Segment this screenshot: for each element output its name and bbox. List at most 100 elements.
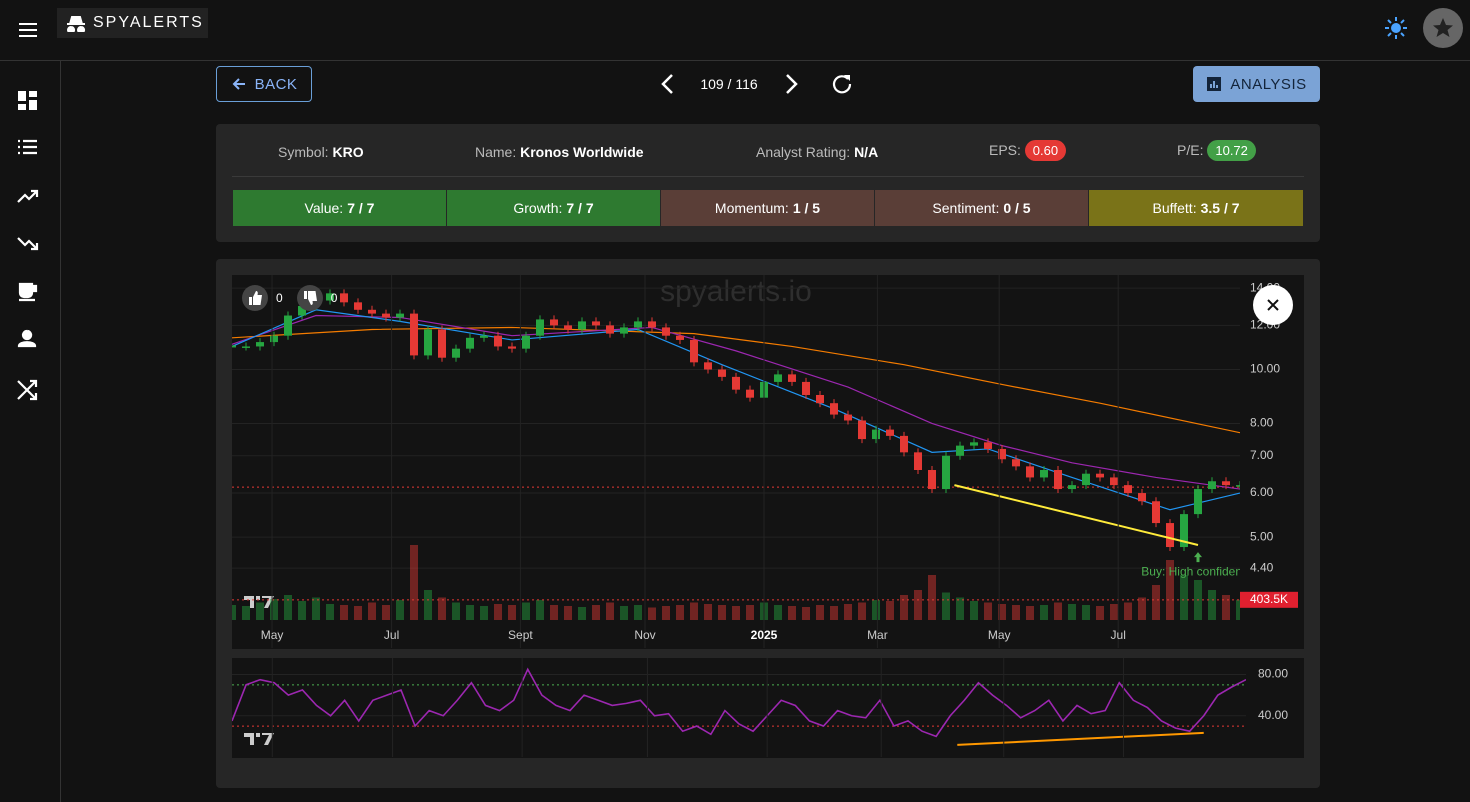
score-label: Buffett: <box>1152 200 1197 216</box>
theme-toggle[interactable] <box>1384 16 1408 40</box>
volume-bar <box>1124 602 1132 620</box>
volume-bar <box>242 606 250 620</box>
favorite-button[interactable] <box>1423 8 1463 48</box>
volume-bar <box>606 602 614 620</box>
like-button[interactable] <box>242 285 268 311</box>
score-buffett: Buffett: 3.5 / 7 <box>1089 190 1303 226</box>
candle <box>690 339 698 363</box>
candle <box>788 374 796 382</box>
refresh-button[interactable] <box>831 73 853 95</box>
volume-bar <box>480 606 488 620</box>
candle <box>1166 523 1174 548</box>
dislike-button[interactable] <box>296 285 323 311</box>
volume-bar <box>452 602 460 620</box>
score-number: 7 / 7 <box>347 200 375 216</box>
volume-bar <box>900 595 908 620</box>
prev-button[interactable] <box>658 72 678 96</box>
candle <box>984 442 992 449</box>
volume-bar <box>256 602 264 620</box>
candle <box>242 346 250 348</box>
volume-bar <box>312 597 320 620</box>
plot-area: Buy: High confidence <box>232 287 1240 620</box>
field-label: Symbol: <box>278 144 329 160</box>
candle <box>592 321 600 326</box>
next-button[interactable] <box>781 72 801 96</box>
y-tick-label: 6.00 <box>1250 485 1274 499</box>
volume-bar <box>928 575 936 620</box>
candle <box>1068 485 1076 490</box>
candle <box>844 414 852 421</box>
candle <box>522 335 530 349</box>
field-label: Analyst Rating: <box>756 144 851 160</box>
divider <box>232 176 1304 177</box>
candle <box>1124 485 1132 494</box>
menu-icon[interactable] <box>16 18 40 42</box>
volume-bar <box>1222 595 1230 620</box>
candle <box>858 420 866 440</box>
dislike-count: 0 <box>330 291 338 305</box>
volume-bar <box>270 599 278 620</box>
candle <box>914 452 922 471</box>
candle <box>704 362 712 370</box>
logo-icon <box>67 16 86 32</box>
candle <box>662 327 670 336</box>
volume-bar <box>970 601 978 620</box>
volume-bar <box>956 597 964 620</box>
candle <box>900 435 908 453</box>
candle <box>354 302 362 310</box>
volume-bar <box>942 592 950 620</box>
x-tick-label: May <box>988 628 1011 642</box>
score-momentum: Momentum: 1 / 5 <box>661 190 875 226</box>
score-label: Growth: <box>513 200 563 216</box>
logo[interactable]: SPYALERTS <box>57 8 208 38</box>
pe-field: P/E: 10.72 <box>1177 140 1256 161</box>
score-label: Value: <box>304 200 344 216</box>
candle <box>928 470 936 490</box>
volume-bar <box>592 605 600 620</box>
symbol-field: Symbol: KRO <box>278 144 364 160</box>
volume-bar <box>816 605 824 620</box>
y-tick-label: 7.00 <box>1250 448 1274 462</box>
candle <box>284 315 292 336</box>
volume-bar <box>298 601 306 620</box>
volume-bar <box>508 605 516 620</box>
rating-field: Analyst Rating: N/A <box>756 144 878 160</box>
eps-field: EPS: 0.60 <box>989 140 1067 161</box>
x-tick-label: Jul <box>1111 628 1126 642</box>
reactions: 0 0 <box>242 285 337 311</box>
candle <box>1026 466 1034 478</box>
volume-bar <box>914 590 922 620</box>
score-number: 0 / 5 <box>1003 200 1031 216</box>
candle <box>1180 514 1188 548</box>
volume-bar <box>522 602 530 620</box>
volume-bar <box>984 602 992 620</box>
signal-arrow <box>1194 552 1202 563</box>
candle <box>606 325 614 334</box>
candle <box>396 313 404 318</box>
score-number: 3.5 / 7 <box>1200 200 1240 216</box>
top-bar <box>0 0 1470 61</box>
volume-bar <box>382 605 390 620</box>
volume-bar <box>690 602 698 620</box>
candle <box>256 342 264 347</box>
volume-bar <box>648 607 656 620</box>
back-button[interactable]: BACK <box>216 66 312 102</box>
candle <box>1082 473 1090 486</box>
volume-bar <box>466 605 474 620</box>
y-tick-label: 80.00 <box>1258 667 1288 681</box>
candle <box>872 429 880 440</box>
name-field: Name: Kronos Worldwide <box>475 144 644 160</box>
candle <box>564 325 572 330</box>
close-button[interactable] <box>1253 285 1293 325</box>
trendline <box>954 484 1199 546</box>
score-sentiment: Sentiment: 0 / 5 <box>875 190 1089 226</box>
analysis-label: ANALYSIS <box>1230 75 1307 93</box>
candle <box>970 442 978 446</box>
volume-bar <box>872 600 880 620</box>
analysis-button[interactable]: ANALYSIS <box>1193 66 1320 102</box>
volume-bar <box>746 605 754 620</box>
sidebar-icons[interactable] <box>15 88 41 404</box>
